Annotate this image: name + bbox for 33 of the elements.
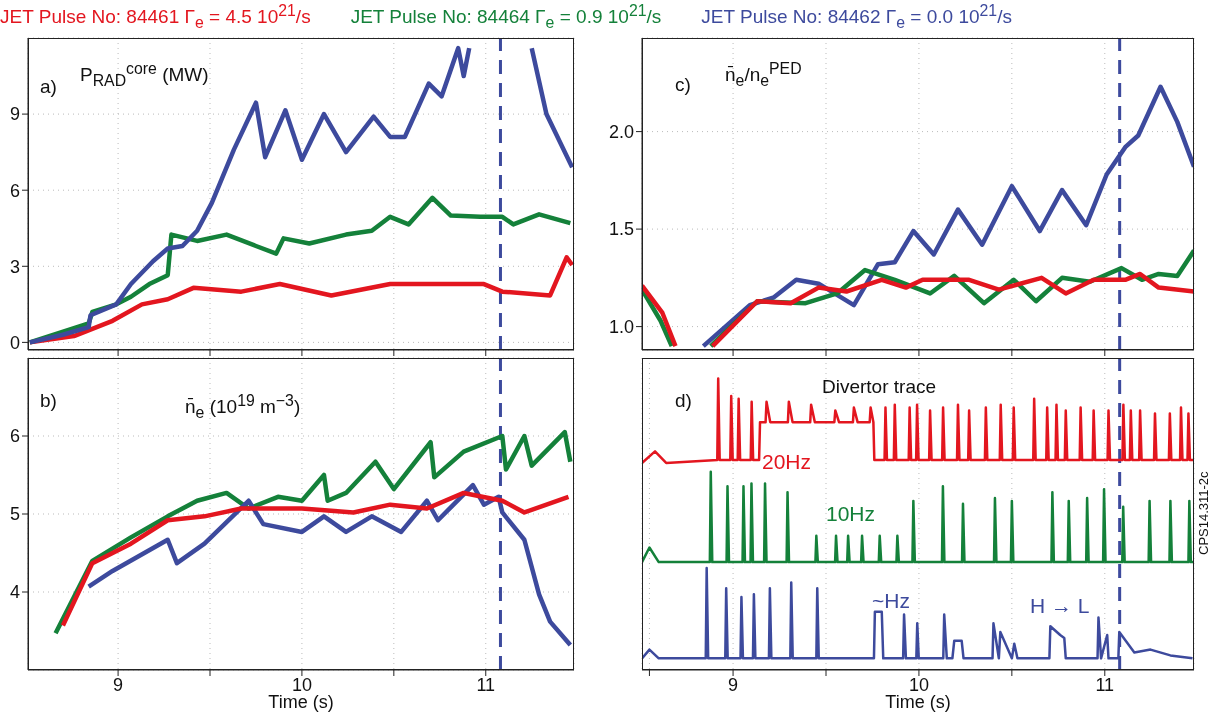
x-tick-label: 10 [291, 674, 312, 695]
x-tick-label: 11 [476, 674, 496, 695]
annotation: b) [40, 390, 57, 411]
text: JET Pulse No: 84464 Γ$_{e}$ = 0.9 10$^{21}$/s [350, 2, 662, 33]
x-tick-label: 10 [908, 674, 929, 695]
y-tick-label: 4 [9, 582, 20, 603]
text: JET Pulse No: 84462 Γ$_{e}$ = 0.0 10$^{21}$/s [701, 2, 1012, 33]
x-tick-label: 11 [1095, 674, 1115, 695]
x-axis-title: Time (s) [268, 692, 334, 712]
annotation: d) [675, 390, 692, 411]
annotation: n̄$_{e}$ (10$^{19}$ m$^{−3}$) [185, 392, 301, 422]
text: CPS14.311-2c [1196, 471, 1211, 555]
annotation: H → L [1030, 594, 1090, 617]
y-tick-label: 0 [9, 332, 20, 353]
x-tick-label: 9 [113, 674, 124, 695]
y-tick-label: 6 [9, 180, 20, 201]
y-tick-label: 3 [9, 256, 20, 277]
annotation: P$_{RAD}$$^{core}$ (MW) [80, 60, 209, 90]
annotation: 20Hz [762, 450, 812, 473]
annotation: ~Hz [872, 589, 910, 612]
y-tick-label: 9 [9, 104, 20, 125]
annotation: c) [675, 74, 691, 95]
y-tick-label: 1.0 [608, 316, 634, 337]
x-tick-label: 9 [728, 674, 739, 695]
text: JET Pulse No: 84461 Γ$_{e}$ = 4.5 10$^{21}$/s [0, 2, 311, 33]
annotation: a) [40, 76, 57, 97]
y-tick-label: 2.0 [608, 121, 634, 142]
x-axis-title: Time (s) [885, 692, 951, 712]
annotation: 10Hz [826, 502, 876, 525]
y-tick-label: 6 [9, 426, 20, 447]
y-tick-label: 5 [9, 504, 20, 525]
annotation: Divertor trace [822, 376, 937, 397]
y-tick-label: 1.5 [608, 219, 634, 240]
